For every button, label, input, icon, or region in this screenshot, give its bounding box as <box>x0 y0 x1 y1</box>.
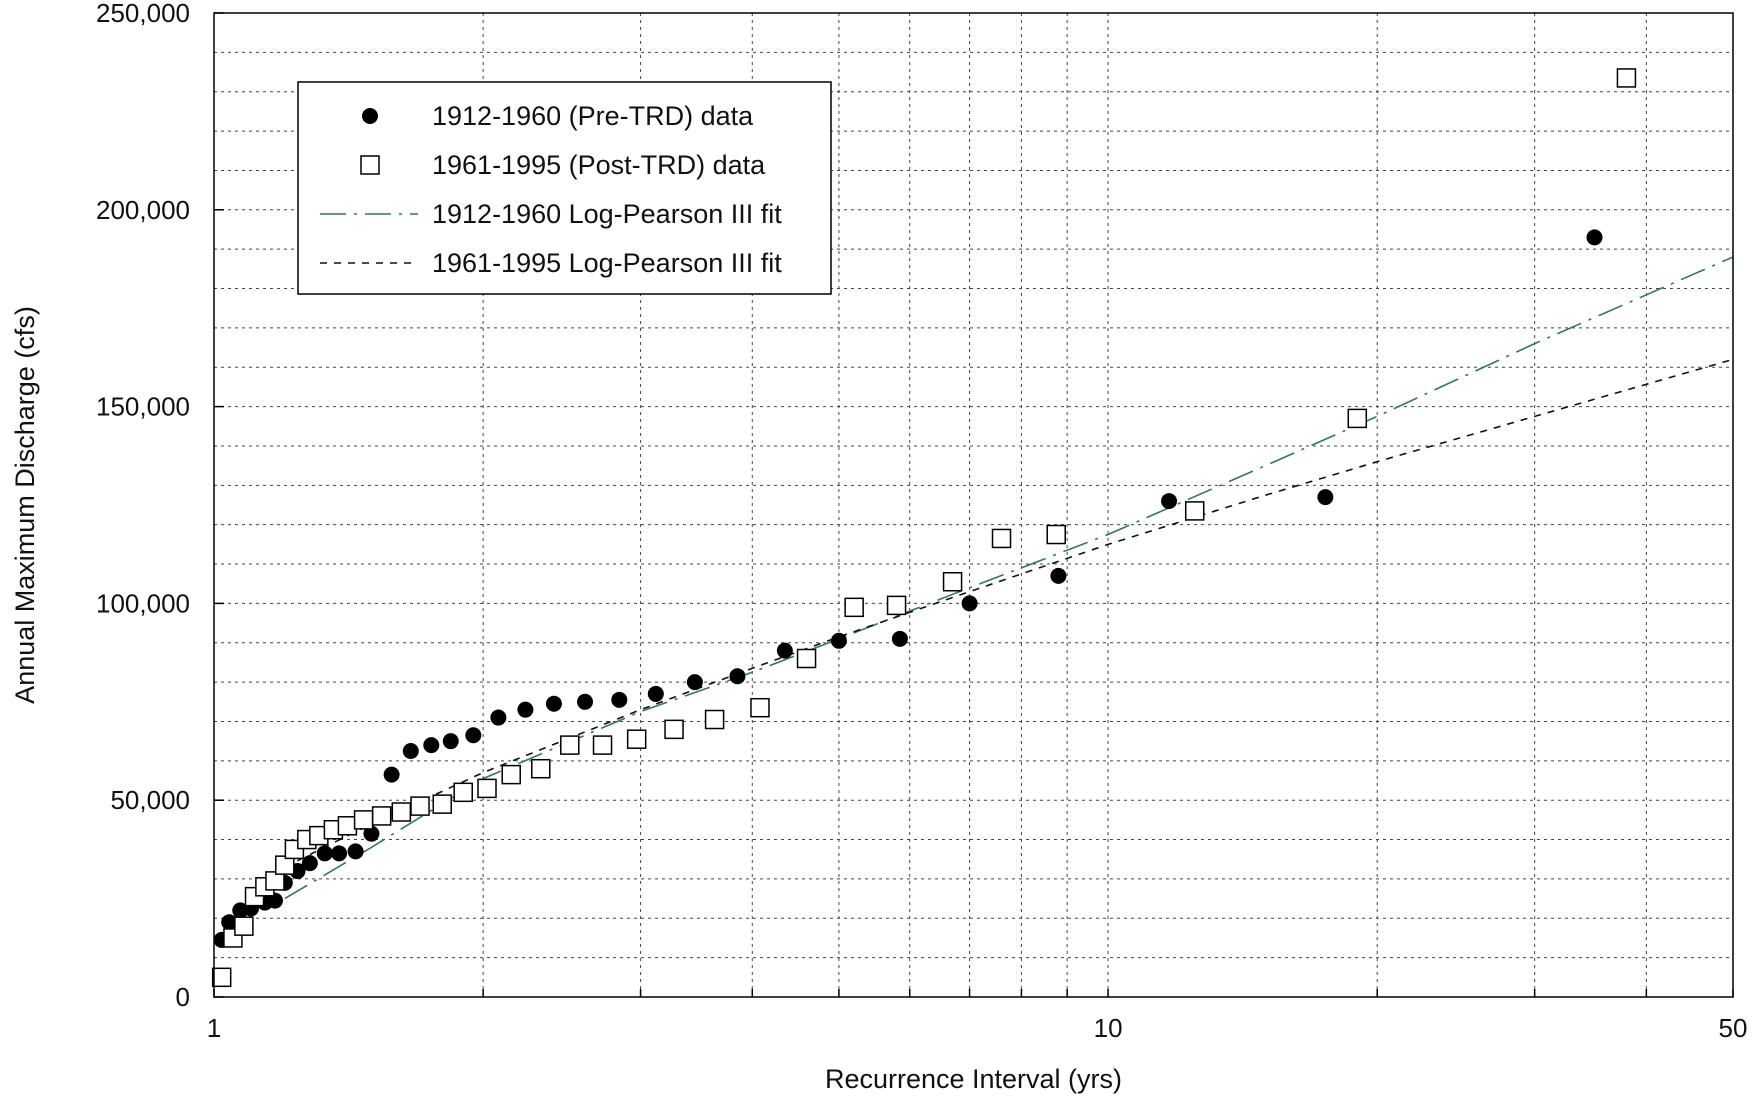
data-point-pre-trd <box>442 733 459 750</box>
y-tick-label: 150,000 <box>96 392 190 422</box>
data-point-pre-trd <box>577 693 594 710</box>
data-point-post-trd <box>371 806 392 826</box>
fit-line-series-3 <box>284 358 1734 868</box>
data-point-pre-trd <box>1050 567 1067 584</box>
data-point-pre-trd <box>316 845 333 862</box>
data-point-post-trd <box>234 916 254 936</box>
data-point-post-trd <box>1046 524 1066 545</box>
data-point-pre-trd <box>776 642 793 659</box>
data-point-pre-trd <box>383 766 400 783</box>
data-point-post-trd <box>477 778 497 799</box>
y-tick-label: 200,000 <box>96 195 190 225</box>
legend-box <box>297 81 832 295</box>
data-point-pre-trd <box>686 674 703 691</box>
data-point-pre-trd <box>961 595 978 612</box>
data-point-pre-trd <box>266 892 283 909</box>
x-tick-label: 50 <box>1719 1013 1748 1043</box>
data-point-pre-trd <box>1161 493 1178 510</box>
legend-entry-label: 1961-1995 Log-Pearson III fit <box>432 248 782 278</box>
data-point-post-trd <box>844 597 864 618</box>
data-point-pre-trd <box>301 855 318 872</box>
data-point-pre-trd <box>347 843 364 860</box>
data-point-post-trd <box>265 871 285 891</box>
data-point-pre-trd <box>465 727 482 744</box>
data-point-pre-trd <box>1586 229 1603 246</box>
legend-entry-label: 1912-1960 (Pre-TRD) data <box>432 101 754 131</box>
x-tick-label: 10 <box>1094 1013 1123 1043</box>
data-point-post-trd <box>211 967 232 988</box>
data-point-post-trd <box>1616 68 1637 88</box>
data-point-post-trd <box>1184 501 1205 521</box>
data-point-pre-trd <box>221 914 238 931</box>
data-point-post-trd <box>592 735 613 755</box>
data-point-pre-trd <box>545 695 562 712</box>
data-point-post-trd <box>560 735 580 755</box>
data-point-post-trd <box>942 572 963 592</box>
axis-ticks: 0 50,000 100,000 150,000 200,000 250,000 1 10 50 <box>96 0 1747 1043</box>
data-point-pre-trd <box>423 737 440 754</box>
data-point-pre-trd <box>402 743 419 759</box>
x-axis-title: Recurrence Interval (yrs) <box>825 1064 1122 1094</box>
data-point-post-trd <box>991 528 1012 549</box>
data-point-pre-trd <box>363 825 380 842</box>
data-point-pre-trd <box>1317 489 1334 506</box>
y-tick-label: 100,000 <box>96 588 190 618</box>
grid <box>214 13 1733 997</box>
legend-marker-post-trd <box>360 155 380 175</box>
legend-marker-pre-trd <box>362 108 378 124</box>
legend-entry-label: 1912-1960 Log-Pearson III fit <box>432 199 782 229</box>
data-point-pre-trd <box>830 632 847 649</box>
data-point-post-trd <box>796 648 817 669</box>
data-point-post-trd <box>432 794 452 814</box>
data-point-post-trd <box>410 796 430 816</box>
y-tick-label: 0 <box>176 982 190 1012</box>
x-tick-label: 1 <box>207 1013 221 1043</box>
plot-frame <box>213 12 1734 998</box>
data-point-post-trd <box>664 719 684 740</box>
data-point-pre-trd <box>891 630 908 647</box>
data-markers <box>211 68 1637 988</box>
data-point-post-trd <box>391 802 412 822</box>
data-point-pre-trd <box>331 845 348 862</box>
data-point-post-trd <box>353 810 374 830</box>
legend: 1912-1960 (Pre-TRD) data 1961-1995 (Post-… <box>297 81 832 295</box>
data-point-post-trd <box>704 709 725 730</box>
data-point-post-trd <box>531 758 551 779</box>
data-point-post-trd <box>337 816 358 836</box>
data-point-pre-trd <box>611 691 628 708</box>
data-point-post-trd <box>501 764 521 785</box>
legend-entry-label: 1961-1995 (Post-TRD) data <box>432 150 766 180</box>
y-tick-label: 250,000 <box>96 0 190 28</box>
data-point-pre-trd <box>490 709 507 726</box>
y-tick-label: 50,000 <box>110 785 190 815</box>
data-point-pre-trd <box>517 701 534 718</box>
data-point-post-trd <box>886 595 907 616</box>
y-axis-title: Annual Maximum Discharge (cfs) <box>10 306 40 704</box>
data-point-post-trd <box>453 782 473 803</box>
data-point-post-trd <box>750 697 770 718</box>
data-point-post-trd <box>626 729 647 749</box>
data-point-post-trd <box>1347 408 1368 429</box>
data-point-pre-trd <box>647 685 664 702</box>
data-point-pre-trd <box>729 668 746 685</box>
